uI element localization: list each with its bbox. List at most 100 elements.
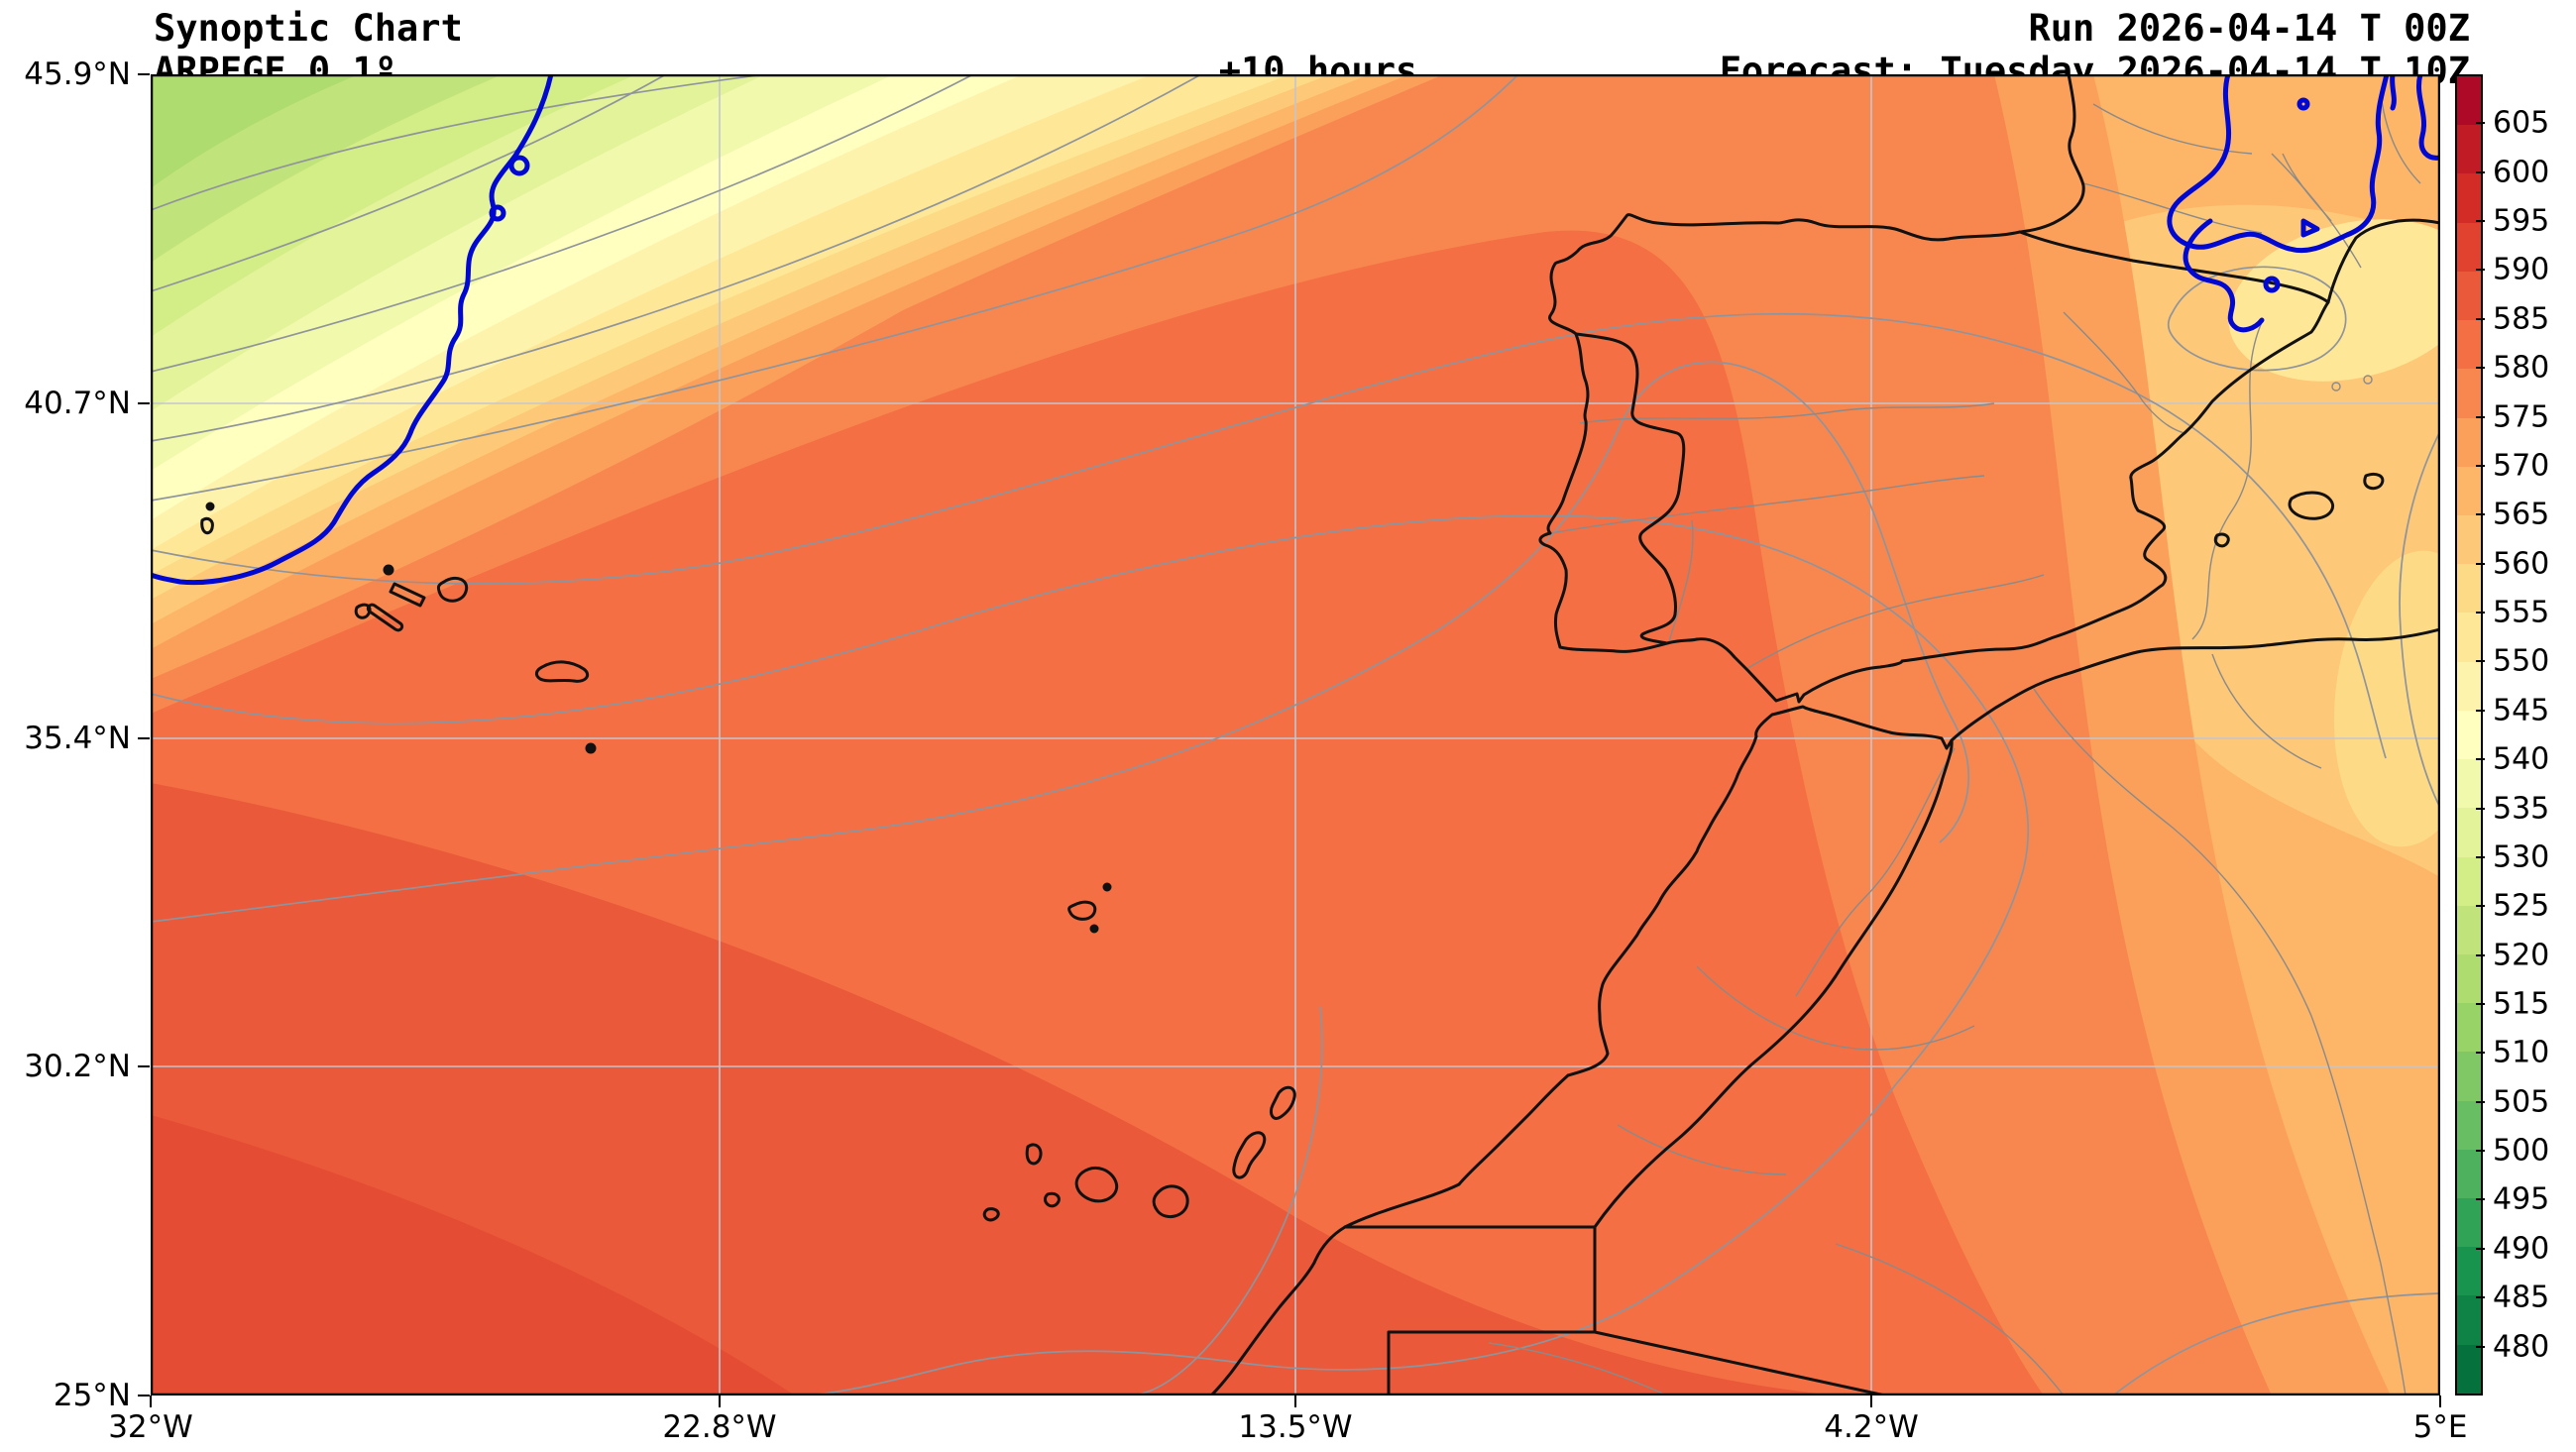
- colorbar-tick-label: 480: [2493, 1329, 2550, 1365]
- tick-mark: [2476, 1052, 2485, 1054]
- tick-mark: [2476, 710, 2485, 712]
- x-tick-label: 4.2°W: [1824, 1409, 1919, 1445]
- tick-mark: [2476, 660, 2485, 662]
- y-tick-label: 30.2°N: [24, 1049, 131, 1084]
- tick-mark: [2476, 416, 2485, 418]
- colorbar: [2455, 74, 2483, 1396]
- tick-mark: [2476, 513, 2485, 515]
- tick-mark: [150, 1396, 152, 1407]
- run-label: Run 2026-04-14 T 00Z: [2028, 7, 2470, 50]
- tick-mark: [2476, 269, 2485, 271]
- colorbar-band: [2457, 613, 2481, 662]
- x-tick-label: 5°E: [2412, 1409, 2468, 1445]
- colorbar-tick-label: 565: [2493, 497, 2550, 532]
- tick-mark: [2439, 1396, 2441, 1407]
- colorbar-tick-label: 525: [2493, 888, 2550, 924]
- colorbar-band: [2457, 1052, 2481, 1101]
- colorbar-tick-label: 490: [2493, 1231, 2550, 1267]
- colorbar-band: [2457, 661, 2481, 711]
- tick-mark: [2476, 1296, 2485, 1298]
- tick-mark: [2476, 367, 2485, 369]
- tick-mark: [2476, 318, 2485, 320]
- tick-mark: [2476, 1003, 2485, 1005]
- tick-mark: [1870, 1396, 1872, 1407]
- colorbar-band: [2457, 710, 2481, 760]
- map-plot: [151, 74, 2440, 1396]
- colorbar-tick-label: 600: [2493, 155, 2550, 190]
- colorbar-band: [2457, 320, 2481, 370]
- colorbar-band: [2457, 1149, 2481, 1199]
- colorbar-band: [2457, 1198, 2481, 1248]
- tick-mark: [2476, 1346, 2485, 1348]
- colorbar-band: [2457, 173, 2481, 223]
- tick-mark: [2476, 122, 2485, 124]
- colorbar-tick-label: 595: [2493, 203, 2550, 239]
- colorbar-tick-label: 590: [2493, 252, 2550, 287]
- coastlines: [200, 74, 2440, 1396]
- tick-mark: [2476, 758, 2485, 760]
- plot-frame: [151, 74, 2440, 1396]
- colorbar-band: [2457, 1003, 2481, 1053]
- colorbar-tick-label: 530: [2493, 839, 2550, 875]
- x-tick-label: 32°W: [108, 1409, 193, 1445]
- tick-mark: [2476, 612, 2485, 614]
- x-tick-label: 22.8°W: [662, 1409, 777, 1445]
- tick-mark: [2476, 1198, 2485, 1200]
- colorbar-band: [2457, 1344, 2481, 1394]
- colorbar-band: [2457, 1247, 2481, 1296]
- colorbar-band: [2457, 856, 2481, 906]
- colorbar-tick-label: 500: [2493, 1133, 2550, 1169]
- colorbar-tick-label: 520: [2493, 938, 2550, 973]
- colorbar-band: [2457, 953, 2481, 1004]
- colorbar-tick-label: 580: [2493, 350, 2550, 386]
- colorbar-tick-label: 560: [2493, 546, 2550, 582]
- colorbar-band: [2457, 222, 2481, 272]
- colorbar-band: [2457, 759, 2481, 809]
- colorbar-tick-label: 585: [2493, 301, 2550, 337]
- colorbar-tick-label: 510: [2493, 1035, 2550, 1070]
- graticule-gridlines: [151, 74, 2440, 1396]
- colorbar-tick-label: 540: [2493, 741, 2550, 777]
- colorbar-band: [2457, 1100, 2481, 1150]
- colorbar-band: [2457, 125, 2481, 174]
- y-tick-label: 35.4°N: [24, 721, 131, 756]
- colorbar-band: [2457, 808, 2481, 857]
- x-tick-label: 13.5°W: [1238, 1409, 1353, 1445]
- colorbar-tick-label: 555: [2493, 595, 2550, 630]
- colorbar-band: [2457, 514, 2481, 565]
- map-label-layer: [151, 74, 2440, 1396]
- y-tick-label: 25°N: [53, 1378, 131, 1413]
- colorbar-band: [2457, 76, 2481, 126]
- tick-mark: [2476, 1150, 2485, 1152]
- y-tick-label: 40.7°N: [24, 386, 131, 421]
- tick-mark: [1294, 1396, 1296, 1407]
- colorbar-ticks: 605 600 595 590 585 580 575 570 565 560 …: [2476, 74, 2576, 1396]
- colorbar-tick-label: 535: [2493, 791, 2550, 827]
- tick-mark: [2476, 465, 2485, 467]
- colorbar-band: [2457, 1295, 2481, 1345]
- tick-mark: [2476, 563, 2485, 565]
- tick-mark: [138, 1065, 150, 1067]
- colorbar-tick-label: 515: [2493, 986, 2550, 1022]
- colorbar-tick-label: 485: [2493, 1280, 2550, 1315]
- colorbar-tick-label: 505: [2493, 1084, 2550, 1120]
- page-title: Synoptic Chart: [154, 7, 463, 50]
- tick-mark: [138, 1395, 150, 1396]
- colorbar-band: [2457, 466, 2481, 515]
- tick-mark: [2476, 905, 2485, 907]
- colorbar-tick-label: 575: [2493, 399, 2550, 435]
- colorbar-tick-label: 570: [2493, 448, 2550, 484]
- y-tick-label: 45.9°N: [24, 56, 131, 92]
- rivers-and-borders: [1488, 93, 2421, 1396]
- tick-mark: [138, 73, 150, 75]
- colorbar-band: [2457, 564, 2481, 614]
- tick-mark: [2476, 220, 2485, 222]
- colorbar-tick-label: 550: [2493, 643, 2550, 679]
- zero-isotherm-lines: [151, 74, 2440, 586]
- tick-mark: [138, 402, 150, 404]
- colorbar-band: [2457, 271, 2481, 321]
- colorbar-tick-label: 545: [2493, 693, 2550, 728]
- colorbar-tick-label: 605: [2493, 105, 2550, 141]
- colorbar-tick-label: 495: [2493, 1181, 2550, 1217]
